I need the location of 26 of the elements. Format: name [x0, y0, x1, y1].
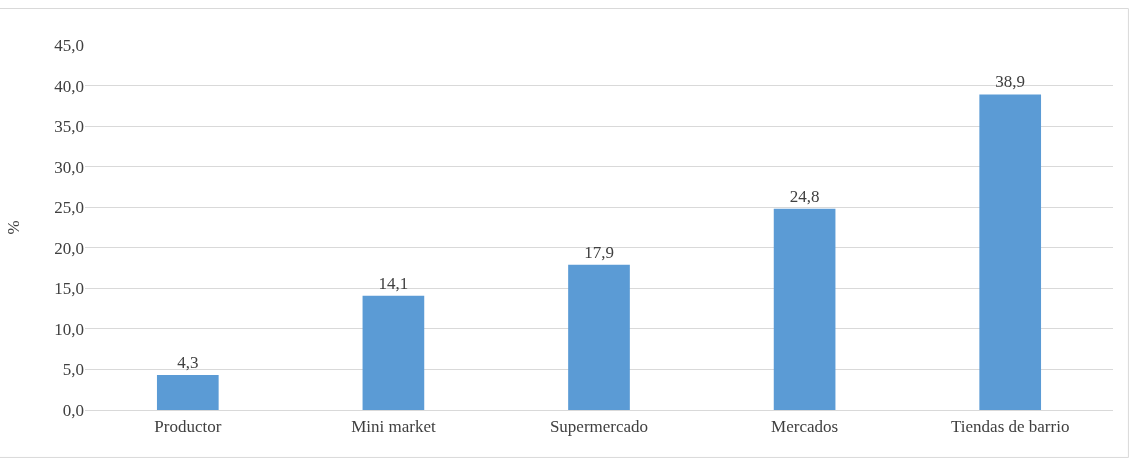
data-label: 17,9: [584, 242, 614, 262]
data-label: 38,9: [995, 72, 1026, 92]
y-tick-label: 45,0: [54, 35, 84, 55]
y-tick-label: 5,0: [62, 360, 84, 380]
bar: [156, 375, 219, 410]
y-tick-label: 0,0: [62, 400, 84, 420]
bar: [979, 94, 1042, 410]
x-tick-label: Productor: [154, 416, 222, 436]
y-tick-label: 15,0: [54, 279, 84, 299]
x-tick-label: Supermercado: [549, 416, 649, 436]
x-tick-label: Mercados: [771, 416, 839, 436]
x-tick-label: Mini market: [351, 416, 436, 436]
x-tick-label: Tiendas de barrio: [951, 416, 1070, 436]
y-tick-label: 20,0: [54, 238, 84, 258]
y-tick-label: 40,0: [54, 76, 84, 96]
bar: [568, 264, 630, 410]
y-axis-title: %: [3, 220, 23, 235]
y-tick-label: 30,0: [54, 157, 84, 177]
bar: [362, 295, 425, 410]
y-tick-label: 35,0: [54, 117, 84, 137]
y-tick-label: 10,0: [54, 319, 84, 339]
data-label: 14,1: [378, 273, 409, 293]
bar: [773, 208, 836, 410]
data-label: 24,8: [789, 186, 820, 206]
y-tick-label: 25,0: [54, 198, 84, 218]
data-label: 4,3: [177, 353, 199, 373]
